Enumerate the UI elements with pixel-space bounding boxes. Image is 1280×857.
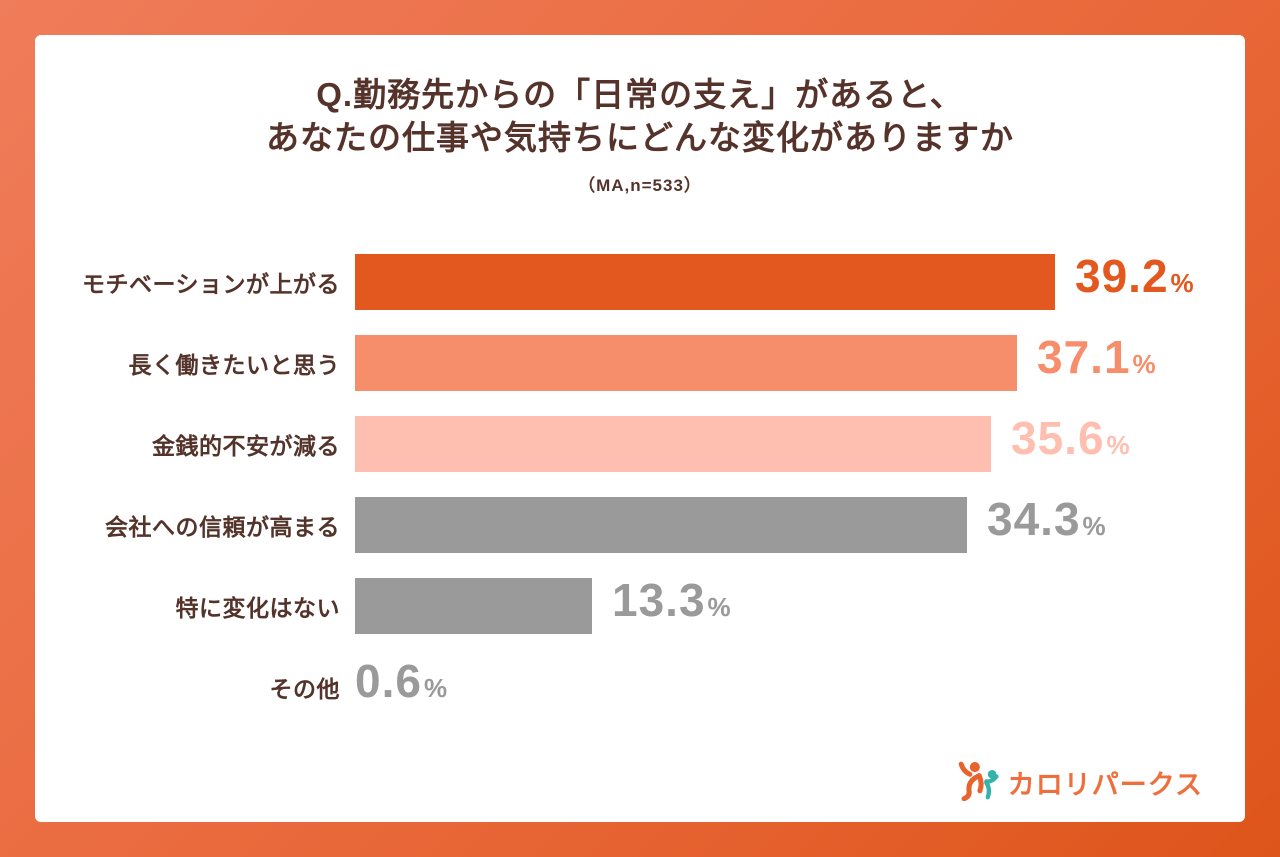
people-logo-icon (954, 759, 1000, 806)
bar-value-number: 13.3 (612, 574, 706, 626)
bar-value-unit: % (1082, 511, 1106, 541)
chart-card: Q.勤務先からの「日常の支え」があると、 あなたの仕事や気持ちにどんな変化があり… (35, 35, 1245, 822)
bar-area: 0.6% (355, 653, 1245, 721)
bar-value: 13.3% (612, 572, 731, 640)
bar (355, 497, 967, 553)
bar-area: 37.1% (355, 329, 1245, 397)
bar (355, 416, 991, 472)
bar-area: 13.3% (355, 572, 1245, 640)
logo-text: カロリパークス (1007, 770, 1203, 800)
chart-row: 会社への信頼が高まる 34.3% (35, 493, 1245, 553)
bar-value: 0.6% (355, 653, 447, 721)
brand-logo: カロリパークス (954, 759, 1203, 806)
bar-label: 特に変化はない (175, 595, 340, 621)
chart-rows: モチベーションが上がる 39.2% 長く働きたいと思う 37.1% 金銭的不安が減る 35… (35, 250, 1245, 715)
bar-value: 35.6% (1011, 410, 1130, 478)
chart-row: 特に変化はない 13.3% (35, 574, 1245, 634)
survey-note: （MA,n=533） (578, 176, 702, 195)
chart-row: 長く働きたいと思う 37.1% (35, 331, 1245, 391)
bar-value-number: 35.6 (1011, 412, 1105, 464)
bar-value-number: 34.3 (987, 493, 1081, 545)
chart-row: モチベーションが上がる 39.2% (35, 250, 1245, 310)
title-block: Q.勤務先からの「日常の支え」があると、 あなたの仕事や気持ちにどんな変化があり… (35, 73, 1245, 196)
bar (355, 335, 1017, 391)
bar-value-unit: % (423, 673, 448, 703)
bar-value: 34.3% (987, 491, 1106, 559)
bar-value-unit: % (1132, 349, 1156, 379)
chart-title-line2: あなたの仕事や気持ちにどんな変化がありますか (266, 119, 1014, 156)
bar-area: 39.2% (355, 248, 1245, 316)
bar-label: 長く働きたいと思う (128, 352, 340, 378)
bar-label: その他 (269, 676, 340, 702)
bar-label: 金銭的不安が減る (152, 433, 340, 459)
bar-value-number: 39.2 (1075, 250, 1169, 302)
bar-value: 37.1% (1037, 329, 1156, 397)
bar-value-number: 0.6 (355, 655, 422, 707)
bar-value-unit: % (1170, 268, 1194, 298)
bar-value-number: 37.1 (1037, 331, 1131, 383)
chart-row: その他 0.6% (35, 655, 1245, 715)
chart-row: 金銭的不安が減る 35.6% (35, 412, 1245, 472)
bar-value-unit: % (707, 592, 731, 622)
bar-value: 39.2% (1075, 248, 1194, 316)
bar-chart: モチベーションが上がる 39.2% 長く働きたいと思う 37.1% 金銭的不安が減る 35… (35, 250, 1245, 740)
bar-label: 会社への信頼が高まる (105, 514, 340, 540)
bar-label: モチベーションが上がる (81, 271, 340, 297)
bar-area: 35.6% (355, 410, 1245, 478)
bar-value-unit: % (1106, 430, 1130, 460)
chart-title-line1: Q.勤務先からの「日常の支え」があると、 (316, 76, 964, 113)
bar (355, 254, 1055, 310)
bar (355, 578, 592, 634)
bar-area: 34.3% (355, 491, 1245, 559)
